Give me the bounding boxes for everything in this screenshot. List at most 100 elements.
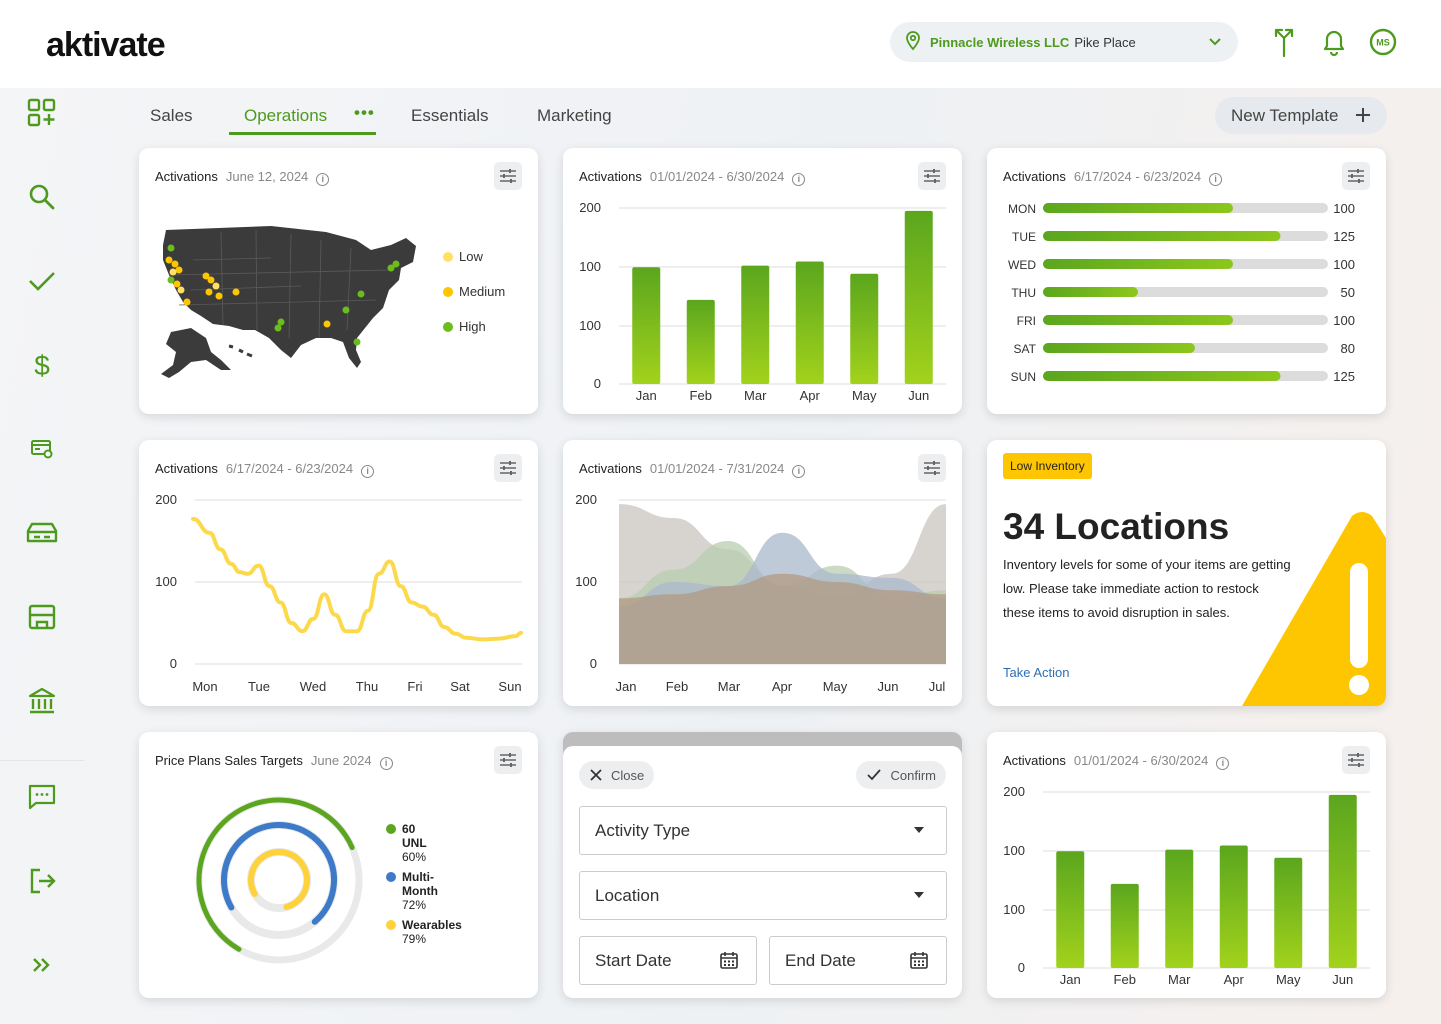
filter-panel-backdrop: Close Confirm Activity Type Location Sta… (563, 732, 962, 998)
bar (1043, 371, 1281, 381)
dropdown-caret-icon (914, 892, 924, 898)
new-template-button[interactable]: New Template (1215, 97, 1387, 134)
store-icon[interactable] (24, 599, 60, 635)
radial-progress-chart (195, 796, 363, 964)
x-tick-label: Mon (192, 679, 217, 694)
x-tick-label: Jan (636, 388, 657, 403)
tab-marketing[interactable]: Marketing (537, 106, 612, 125)
y-tick-label: 100 (1003, 902, 1025, 917)
ring-progress (221, 822, 337, 938)
bar (1219, 845, 1248, 968)
aktivate-logo[interactable]: aktivate (46, 26, 166, 64)
sidebar-divider (0, 760, 84, 761)
tab-sales[interactable]: Sales (150, 106, 193, 125)
data-label: 80 (1341, 341, 1355, 356)
take-action-link[interactable]: Take Action (1003, 665, 1070, 680)
x-tick-label: Mar (718, 679, 741, 694)
filter-settings-button[interactable] (494, 162, 522, 190)
y-tick-label: FRI (1017, 314, 1036, 328)
bank-icon[interactable] (24, 683, 60, 719)
info-icon: i (379, 757, 393, 770)
active-tab-indicator (229, 132, 376, 135)
search-icon[interactable] (24, 179, 60, 215)
filter-settings-button[interactable] (494, 454, 522, 482)
y-tick-label: SAT (1014, 342, 1037, 356)
location-store: Pike Place (1074, 34, 1136, 50)
card-title: Activations 6/17/2024 - 6/23/2024 i (155, 461, 375, 478)
filter-settings-button[interactable] (1342, 162, 1370, 190)
line-chart: 200 100 0 Mon Tue Wed Thu Fri Sat Sun (155, 492, 523, 694)
card-title: Price Plans Sales Targets June 2024 i (155, 753, 393, 770)
x-tick-label: Jan (1060, 972, 1081, 987)
start-date-input[interactable]: Start Date (579, 936, 757, 985)
filter-settings-button[interactable] (918, 454, 946, 482)
y-tick-label: 100 (579, 259, 601, 274)
map-legend: Low Medium High (443, 239, 505, 344)
x-tick-label: May (852, 388, 877, 403)
activity-type-select[interactable]: Activity Type (579, 806, 947, 855)
bell-icon[interactable] (1320, 26, 1348, 63)
location-company: Pinnacle Wireless LLC (930, 34, 1070, 50)
location-selector[interactable]: Pinnacle Wireless LLC Pike Place (890, 22, 1238, 62)
close-button[interactable]: Close (579, 761, 655, 789)
y-tick-label: 0 (590, 656, 597, 671)
bar (1165, 849, 1194, 968)
filter-settings-button[interactable] (494, 746, 522, 774)
area-series (619, 573, 946, 664)
bar (632, 267, 661, 384)
new-template-label: New Template (1231, 105, 1339, 125)
card-title: Activations 01/01/2024 - 7/31/2024 i (579, 461, 806, 478)
expand-icon[interactable] (24, 947, 60, 983)
x-tick-label: Jun (908, 388, 929, 403)
inventory-icon[interactable] (24, 515, 60, 551)
bar (1274, 857, 1303, 968)
x-tick-label: Apr (1224, 972, 1245, 987)
dollar-icon[interactable]: $ (24, 347, 60, 383)
card-title: Activations June 12, 2024 i (155, 169, 330, 186)
tab-essentials[interactable]: Essentials (411, 106, 489, 125)
dashboard-add-icon[interactable] (24, 95, 60, 131)
location-select[interactable]: Location (579, 871, 947, 920)
ring-progress (248, 849, 310, 911)
x-tick-label: Apr (800, 388, 821, 403)
area-chart: 200 100 0 Jan Feb Mar Apr May Jun Jul (575, 492, 946, 694)
check-icon[interactable] (24, 263, 60, 299)
card-title: Activations 6/17/2024 - 6/23/2024 i (1003, 169, 1223, 186)
bar (1043, 343, 1195, 353)
line-series (191, 516, 523, 642)
logout-icon[interactable] (24, 863, 60, 899)
y-tick-label: 100 (575, 574, 597, 589)
payment-icon[interactable] (24, 431, 60, 467)
activations-bar-card-2: Activations 01/01/2024 - 6/30/2024 i 200 10… (987, 732, 1386, 998)
horizontal-bar-chart: MON 100 TUE 125 WED 100 THU 50 FRI 100 SAT 80 SUN 125 (1008, 201, 1355, 384)
bar (1043, 259, 1233, 269)
us-activations-map (161, 226, 416, 378)
chat-icon[interactable] (24, 779, 60, 815)
tab-operations[interactable]: Operations (244, 106, 328, 125)
filter-settings-button[interactable] (1342, 746, 1370, 774)
bar (1043, 231, 1281, 241)
x-tick-label: Mar (1168, 972, 1191, 987)
y-tick-label: 100 (579, 318, 601, 333)
x-tick-label: Sat (450, 679, 470, 694)
antenna-icon[interactable] (1270, 26, 1298, 63)
end-date-input[interactable]: End Date (769, 936, 947, 985)
check-icon (867, 769, 882, 781)
data-label: 125 (1333, 369, 1355, 384)
info-icon: i (792, 465, 806, 478)
close-icon (590, 769, 602, 781)
info-icon: i (792, 173, 806, 186)
bar (741, 265, 770, 384)
y-tick-label: 200 (1003, 784, 1025, 799)
y-tick-label: 100 (155, 574, 177, 589)
info-icon: i (1216, 757, 1230, 770)
activations-map-card: Activations June 12, 2024 i Low Medium Hig… (139, 148, 538, 414)
bar (795, 261, 824, 384)
filter-settings-button[interactable] (918, 162, 946, 190)
y-tick-label: 100 (1003, 843, 1025, 858)
info-icon: i (361, 465, 375, 478)
avatar[interactable]: MS (1369, 28, 1397, 61)
tab-more-menu[interactable]: ••• (354, 103, 375, 122)
confirm-button[interactable]: Confirm (856, 761, 946, 789)
activations-bar-card: Activations 01/01/2024 - 6/30/2024 i 200 10… (563, 148, 962, 414)
